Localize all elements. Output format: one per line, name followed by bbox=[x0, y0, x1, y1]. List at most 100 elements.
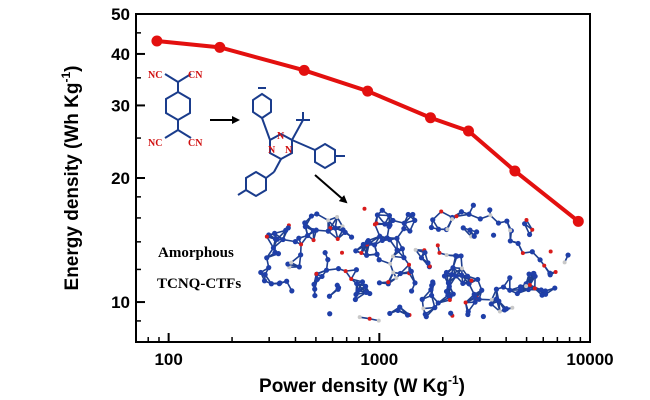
y-tick-label: 20 bbox=[111, 169, 130, 188]
y-tick-label: 10 bbox=[111, 293, 130, 312]
network-atom bbox=[466, 281, 472, 287]
network-atom bbox=[419, 296, 425, 302]
network-atom bbox=[323, 267, 330, 273]
network-atom bbox=[359, 250, 364, 255]
structure-arrow bbox=[314, 174, 348, 204]
network-atom bbox=[435, 300, 441, 306]
network-atom bbox=[394, 247, 400, 253]
network-atom bbox=[353, 248, 359, 254]
network-atom bbox=[314, 276, 320, 282]
network-atom bbox=[443, 288, 450, 295]
network-atom bbox=[562, 260, 567, 265]
network-atom bbox=[262, 272, 268, 278]
atom-label-cn-top: CN bbox=[188, 70, 203, 81]
network-atom bbox=[530, 227, 535, 232]
network-atom bbox=[284, 278, 290, 284]
network-atom bbox=[445, 292, 451, 299]
network-atom bbox=[458, 209, 465, 215]
network-atom bbox=[386, 212, 393, 219]
network-atom bbox=[466, 211, 472, 217]
network-atom bbox=[272, 230, 278, 236]
amorphous-network-illustration bbox=[258, 202, 571, 323]
network-atom bbox=[474, 229, 480, 235]
network-atom bbox=[537, 257, 543, 263]
network-atom bbox=[453, 253, 459, 259]
network-atom bbox=[376, 318, 381, 323]
atom-label-cn-bottom: CN bbox=[188, 138, 203, 149]
network-atom bbox=[308, 213, 315, 219]
network-atom bbox=[407, 228, 413, 234]
annotation-tcnq-ctfs: TCNQ-CTFs bbox=[157, 276, 241, 292]
x-tick-label: 100 bbox=[154, 350, 182, 369]
network-atom bbox=[439, 209, 444, 214]
network-atom bbox=[261, 278, 268, 284]
network-atom bbox=[325, 228, 331, 234]
network-atom bbox=[465, 311, 471, 318]
network-atom bbox=[435, 226, 442, 232]
axis-ticks: 100 1000 10000 10 20 30 40 50 bbox=[111, 5, 614, 369]
network-atom bbox=[390, 217, 396, 224]
data-point bbox=[298, 64, 310, 76]
network-atom bbox=[362, 206, 367, 211]
network-atom bbox=[314, 211, 320, 217]
network-atom bbox=[538, 287, 544, 293]
network-atom bbox=[490, 232, 497, 238]
network-atom bbox=[354, 280, 360, 287]
network-atom bbox=[542, 263, 547, 268]
network-atom bbox=[408, 268, 414, 274]
network-atom bbox=[357, 315, 362, 320]
network-atom bbox=[500, 284, 507, 290]
network-atom bbox=[497, 309, 502, 314]
network-atom bbox=[326, 293, 333, 299]
network-atom bbox=[386, 280, 391, 285]
network-atom bbox=[450, 217, 455, 222]
network-atom bbox=[302, 220, 308, 226]
network-atom bbox=[401, 226, 407, 232]
network-atom bbox=[289, 288, 295, 294]
network-atom bbox=[355, 287, 361, 293]
network-atom bbox=[532, 286, 537, 291]
network-atom bbox=[386, 223, 392, 230]
network-atom bbox=[467, 227, 473, 233]
network-atom bbox=[448, 310, 454, 316]
network-atom bbox=[258, 269, 264, 276]
network-atom bbox=[312, 292, 318, 299]
network-atom bbox=[391, 270, 396, 275]
data-point bbox=[572, 215, 584, 227]
network-atom bbox=[352, 296, 358, 303]
network-atom bbox=[401, 255, 407, 261]
network-atom bbox=[387, 237, 393, 243]
network-atom bbox=[335, 215, 340, 220]
network-atom bbox=[470, 202, 476, 208]
network-atom bbox=[449, 272, 455, 278]
network-atom bbox=[458, 253, 464, 259]
network-atom bbox=[296, 235, 302, 241]
network-atom bbox=[326, 218, 331, 223]
network-atom bbox=[493, 286, 500, 292]
network-atom bbox=[460, 266, 465, 271]
network-atom bbox=[376, 257, 382, 263]
network-atom bbox=[376, 280, 383, 286]
network-atom bbox=[388, 261, 393, 266]
network-atom bbox=[421, 306, 426, 311]
network-atom bbox=[280, 236, 286, 243]
network-atom bbox=[298, 252, 304, 258]
network-atom bbox=[476, 296, 482, 302]
network-atom bbox=[374, 212, 381, 218]
network-atom bbox=[450, 291, 456, 297]
network-atom bbox=[410, 211, 416, 218]
network-atom bbox=[266, 265, 272, 271]
network-atom bbox=[432, 305, 438, 311]
network-atom bbox=[503, 306, 510, 312]
network-atom bbox=[408, 288, 415, 294]
network-atom bbox=[525, 286, 532, 293]
network-atom bbox=[399, 246, 405, 252]
network-atom bbox=[363, 283, 369, 289]
network-atom bbox=[349, 277, 354, 282]
network-atom bbox=[275, 251, 282, 257]
x-tick-label: 1000 bbox=[360, 350, 398, 369]
triazine-atom-n-2: N bbox=[268, 145, 276, 156]
network-atom bbox=[450, 265, 456, 271]
network-atom bbox=[522, 221, 528, 227]
network-atom bbox=[311, 238, 316, 243]
